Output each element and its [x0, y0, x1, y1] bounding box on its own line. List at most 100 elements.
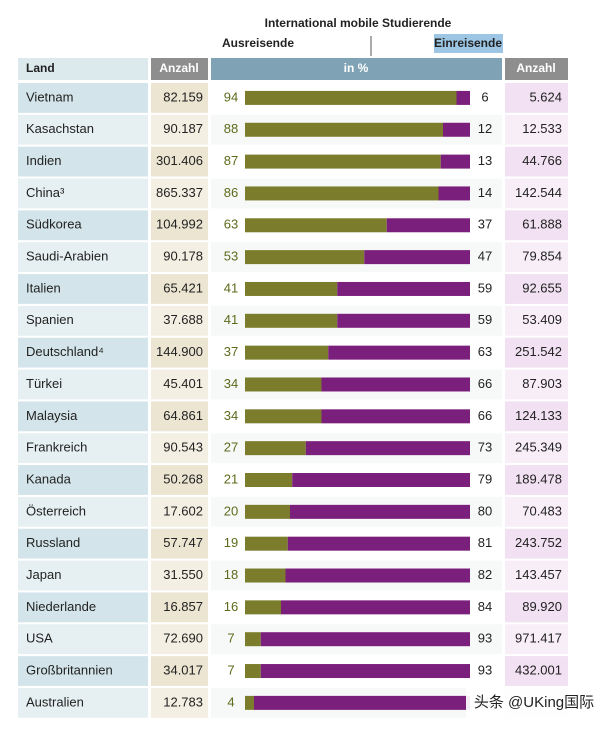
count: 17.602: [163, 503, 203, 518]
bar-segment: [443, 122, 470, 137]
percent-label: 41: [224, 312, 238, 327]
legend-incoming-box: [434, 34, 503, 53]
row-bg: [151, 242, 208, 273]
row-label: Kasachstan: [26, 121, 94, 136]
row-bg: [151, 687, 208, 718]
percent-label: 13: [478, 153, 492, 168]
watermark: 头条 @UKing国际: [474, 694, 594, 711]
row-label: Niederlande: [26, 599, 96, 614]
count: 971.417: [515, 631, 562, 646]
row-bg: [151, 146, 208, 177]
bar-segment: [281, 600, 470, 615]
row-bg: [18, 656, 148, 686]
percent-label: 37: [478, 217, 492, 232]
count: 31.550: [163, 567, 203, 582]
bar-segment: [245, 154, 441, 169]
row-bg: [151, 114, 208, 145]
percent-label: 20: [224, 503, 238, 518]
bar-segment: [245, 122, 443, 137]
bar-segment: [245, 313, 338, 328]
row-label: Malaysia: [26, 408, 78, 423]
count: 34.017: [163, 662, 203, 677]
row-label: Österreich: [26, 503, 86, 518]
percent-label: 19: [224, 535, 238, 550]
percent-label: 84: [478, 599, 492, 614]
bar-segment: [245, 250, 365, 265]
bar-segment: [305, 441, 470, 456]
bar-segment: [321, 409, 470, 424]
percent-label: 37: [224, 344, 238, 359]
row-bg: [18, 305, 148, 336]
count: 12.533: [522, 121, 562, 136]
row-bg: [505, 83, 568, 113]
row-bg: [505, 433, 568, 464]
bar-segment: [245, 377, 322, 392]
row-bg: [18, 274, 148, 304]
percent-label: 66: [478, 376, 492, 391]
count: 245.349: [515, 440, 562, 455]
count: 70.483: [522, 503, 562, 518]
column-header: in %: [344, 61, 369, 75]
row-bg: [505, 624, 568, 655]
count: 90.178: [163, 249, 203, 264]
row-bg: [151, 592, 208, 623]
row-bg: [505, 242, 568, 273]
bar-segment: [337, 313, 470, 328]
row-label: Spanien: [26, 312, 74, 327]
count: 5.624: [529, 89, 562, 104]
bar-segment: [287, 536, 470, 551]
percent-label: 79: [478, 471, 492, 486]
bar-segment: [254, 695, 470, 710]
row-bg: [151, 656, 208, 686]
count: 189.478: [515, 471, 562, 486]
bar-segment: [364, 250, 470, 265]
row-bg: [18, 433, 148, 464]
bar-segment: [245, 441, 306, 456]
bar-segment: [245, 664, 261, 679]
column-header: Land: [26, 61, 55, 75]
count: 301.406: [156, 153, 203, 168]
percent-label: 7: [227, 662, 234, 677]
count: 432.001: [515, 662, 562, 677]
percent-label: 94: [224, 89, 238, 104]
row-bg: [18, 242, 148, 273]
bar-segment: [328, 345, 470, 360]
count: 12.783: [163, 694, 203, 709]
percent-label: 88: [224, 121, 238, 136]
row-bg: [18, 592, 148, 623]
header-cell: [211, 58, 502, 80]
bar-segment: [245, 536, 288, 551]
percent-label: 59: [478, 280, 492, 295]
row-bg: [151, 560, 208, 591]
percent-label: 87: [224, 153, 238, 168]
row-bg: [505, 274, 568, 304]
row-bg: [151, 305, 208, 336]
row-bg: [151, 369, 208, 400]
bar-segment: [290, 504, 470, 519]
row-bg: [18, 146, 148, 177]
row-bg: [18, 369, 148, 400]
header-cell: [151, 58, 208, 80]
column-header: Anzahl: [516, 61, 555, 75]
count: 243.752: [515, 535, 562, 550]
row-bg: [151, 274, 208, 304]
bar-segment: [260, 664, 470, 679]
row-bg: [151, 210, 208, 241]
count: 251.542: [515, 344, 562, 359]
percent-label: 21: [224, 471, 238, 486]
count: 64.861: [163, 408, 203, 423]
count: 45.401: [163, 376, 203, 391]
row-bg: [151, 178, 208, 209]
row-bg: [151, 496, 208, 527]
row-bg: [505, 465, 568, 495]
bar-segment: [245, 568, 286, 583]
percent-label: 66: [478, 408, 492, 423]
legend-outgoing: Ausreisende: [222, 36, 294, 50]
count: 82.159: [163, 89, 203, 104]
row-bg: [18, 114, 148, 145]
row-bg: [505, 560, 568, 591]
row-bg: [151, 528, 208, 559]
row-bg: [18, 687, 148, 718]
count: 44.766: [522, 153, 562, 168]
row-label: Südkorea: [26, 217, 82, 232]
